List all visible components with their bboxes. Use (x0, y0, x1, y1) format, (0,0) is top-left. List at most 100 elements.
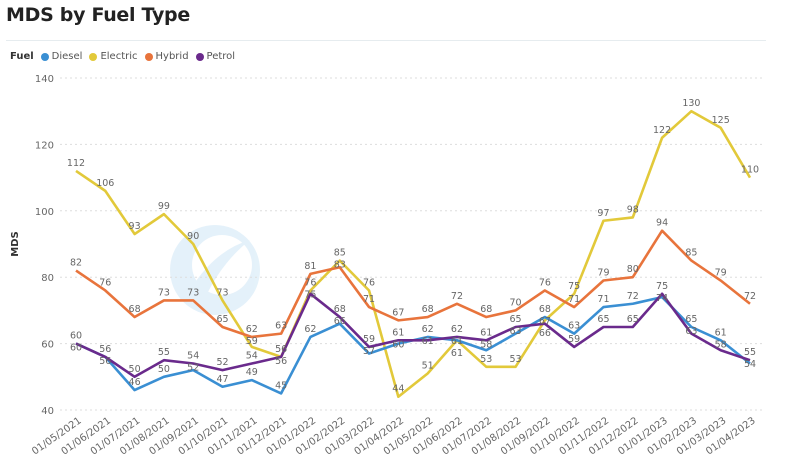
y-tick-label: 40 (41, 406, 54, 417)
data-label: 54 (187, 351, 199, 362)
data-label: 98 (627, 204, 639, 215)
data-label: 63 (510, 326, 522, 337)
data-label: 110 (741, 165, 759, 176)
data-label: 106 (96, 178, 114, 189)
data-label: 73 (187, 287, 199, 298)
data-label: 94 (656, 218, 668, 229)
data-label: 61 (422, 336, 434, 347)
data-label: 97 (597, 208, 609, 219)
data-label: 61 (451, 348, 463, 359)
legend-dot-icon (89, 52, 98, 61)
data-label: 62 (451, 324, 463, 335)
data-label: 80 (627, 264, 639, 275)
legend-title: Fuel (10, 51, 34, 62)
data-label: 50 (158, 364, 170, 375)
data-label: 52 (187, 363, 199, 374)
data-label: 125 (712, 115, 730, 126)
series-line-diesel (75, 295, 751, 395)
data-label: 75 (304, 289, 316, 300)
data-label: 56 (275, 356, 287, 367)
data-label: 59 (363, 334, 375, 345)
data-label: 65 (597, 314, 609, 325)
series-line-petrol (75, 292, 751, 379)
data-label: 59 (246, 336, 258, 347)
data-label: 68 (334, 304, 346, 315)
legend-label: Petrol (206, 51, 236, 62)
legend-item-hybrid[interactable]: Hybrid (144, 51, 189, 62)
data-label: 76 (539, 277, 551, 288)
y-tick-label: 140 (35, 74, 54, 85)
legend-item-diesel[interactable]: Diesel (40, 51, 83, 62)
data-label: 71 (363, 294, 375, 305)
data-label: 55 (744, 347, 756, 358)
data-label: 55 (158, 347, 170, 358)
data-label: 112 (67, 158, 85, 169)
data-label: 63 (275, 321, 287, 332)
data-label: 60 (70, 343, 82, 354)
watermark-swoosh (190, 240, 250, 298)
y-tick-label: 80 (41, 273, 54, 284)
data-label: 59 (568, 334, 580, 345)
data-label: 56 (275, 344, 287, 355)
data-label: 63 (685, 326, 697, 337)
data-label: 56 (99, 356, 111, 367)
legend-item-electric[interactable]: Electric (89, 51, 138, 62)
data-label: 65 (510, 314, 522, 325)
data-label: 62 (304, 324, 316, 335)
y-tick-label: 60 (41, 340, 54, 351)
legend-dot-icon (195, 52, 204, 61)
y-tick-label: 120 (35, 140, 54, 151)
data-label: 85 (685, 248, 697, 259)
data-label: 61 (451, 336, 463, 347)
data-label: 82 (70, 258, 82, 269)
legend-dot-icon (144, 52, 153, 61)
series-line-hybrid (75, 229, 751, 339)
data-label: 65 (627, 314, 639, 325)
data-label: 47 (216, 374, 228, 385)
data-label: 68 (422, 304, 434, 315)
data-label: 57 (363, 346, 375, 357)
data-label: 99 (158, 201, 170, 212)
legend-item-petrol[interactable]: Petrol (195, 51, 236, 62)
data-label: 61 (392, 327, 404, 338)
data-label: 66 (539, 328, 551, 339)
legend-dot-icon (40, 52, 49, 61)
data-label: 65 (685, 314, 697, 325)
data-label: 49 (246, 367, 258, 378)
legend-label: Hybrid (155, 51, 189, 62)
watermark-logo-icon (170, 225, 260, 315)
data-label: 46 (129, 377, 141, 388)
data-label: 53 (510, 354, 522, 365)
data-label: 54 (744, 359, 756, 370)
data-label: 63 (568, 321, 580, 332)
data-label: 66 (334, 316, 346, 327)
data-label: 73 (158, 287, 170, 298)
data-label: 54 (246, 351, 258, 362)
data-label: 72 (627, 291, 639, 302)
data-label: 68 (480, 304, 492, 315)
data-label: 70 (510, 297, 522, 308)
data-label: 50 (129, 364, 141, 375)
y-tick-label: 100 (35, 207, 54, 218)
data-label: 67 (539, 316, 551, 327)
data-label: 62 (422, 324, 434, 335)
data-label: 79 (715, 268, 727, 279)
data-label: 73 (216, 287, 228, 298)
watermark-circle-inner (192, 235, 252, 295)
data-label: 83 (334, 260, 346, 271)
data-label: 51 (422, 360, 434, 371)
watermark-circle (170, 225, 260, 315)
data-label: 60 (392, 339, 404, 350)
data-label: 72 (451, 291, 463, 302)
legend-label: Electric (100, 51, 138, 62)
data-label: 52 (216, 357, 228, 368)
data-label: 68 (129, 304, 141, 315)
data-label: 72 (744, 291, 756, 302)
data-label: 130 (682, 98, 700, 109)
data-label: 56 (99, 344, 111, 355)
data-label: 68 (539, 304, 551, 315)
data-label: 122 (653, 125, 671, 136)
legend-label: Diesel (51, 51, 83, 62)
data-label: 65 (216, 314, 228, 325)
